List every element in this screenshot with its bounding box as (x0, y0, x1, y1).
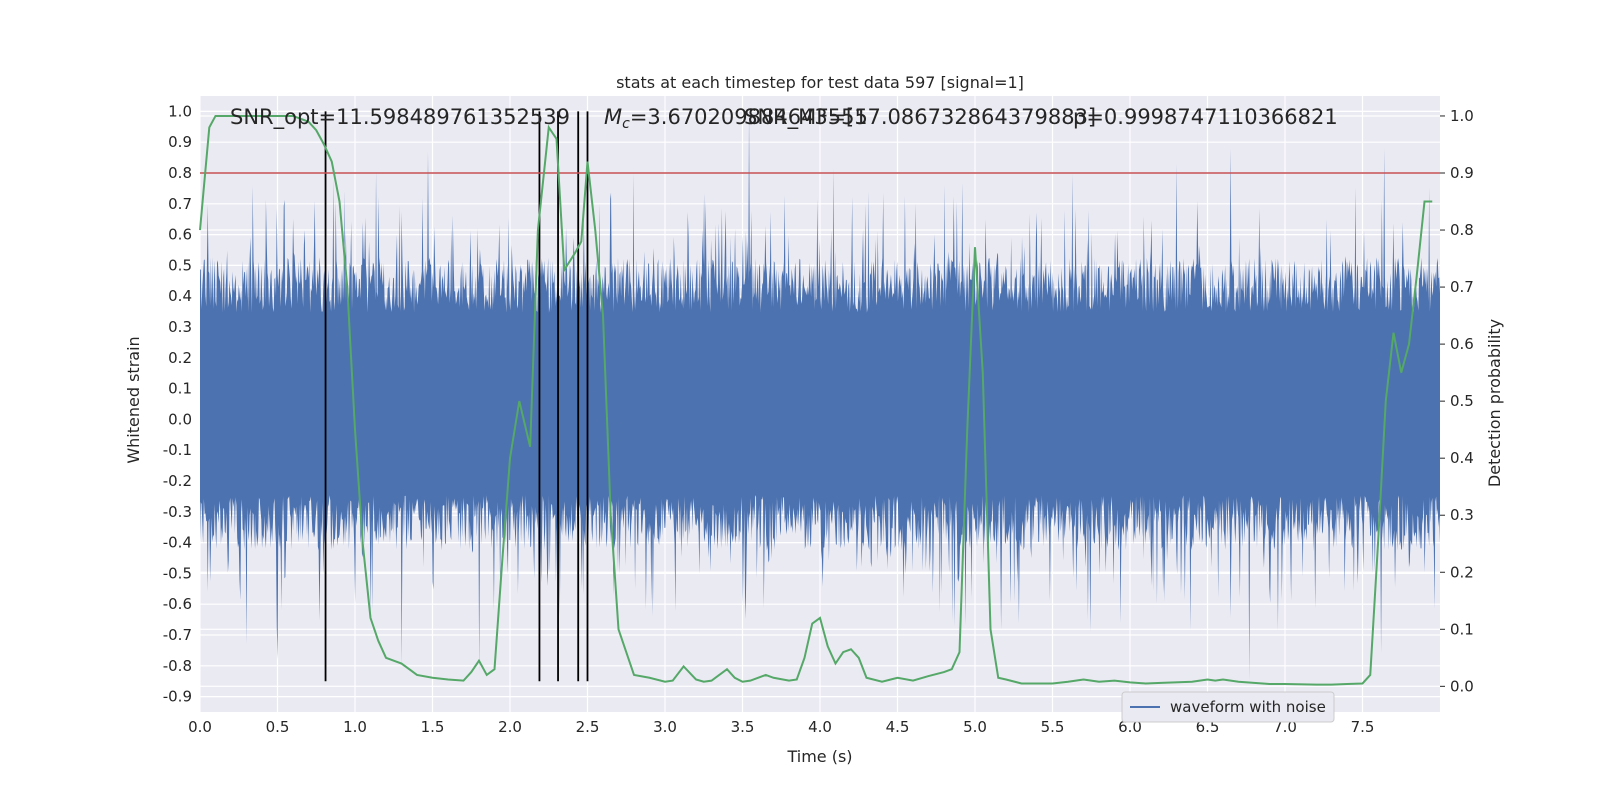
x-tick-label: 5.0 (963, 718, 987, 736)
y2-tick-label: 0.0 (1450, 677, 1474, 695)
chirp-mass-symbol: M (604, 105, 622, 129)
chirp-mass-subscript: c (622, 116, 630, 132)
x-tick-label: 7.5 (1351, 718, 1375, 736)
y-tick-label: 0.5 (168, 256, 192, 274)
x-tick-label: 3.5 (731, 718, 755, 736)
y-tick-label: -0.1 (163, 441, 192, 459)
y-tick-label: -0.7 (163, 626, 192, 644)
y-tick-label: -0.2 (163, 472, 192, 490)
y2-tick-label: 0.2 (1450, 563, 1474, 581)
y-tick-label: 1.0 (168, 102, 192, 120)
annotation-snr-mf: SNR_MF=[17.086732864379883] (744, 105, 1096, 130)
x-tick-label: 4.0 (808, 718, 832, 736)
y-tick-label: 0.3 (168, 318, 192, 336)
x-tick-label: 2.0 (498, 718, 522, 736)
y-tick-labels: 1.0 0.9 0.8 0.7 0.6 0.5 0.4 0.3 0.2 0.1 0.0 -0.1 -0.… (163, 102, 192, 705)
y-tick-label: 0.6 (168, 226, 192, 244)
y2-tick-labels: 1.0 0.9 0.8 0.7 0.6 0.5 0.4 0.3 0.2 0.1 0.0 (1440, 107, 1474, 695)
x-tick-label: 0.5 (266, 718, 290, 736)
y2-tick-label: 0.8 (1450, 221, 1474, 239)
x-tick-label: 0.0 (188, 718, 212, 736)
y2-tick-label: 0.3 (1450, 506, 1474, 524)
y-tick-label: 0.2 (168, 349, 192, 367)
y-tick-label: 0.7 (168, 195, 192, 213)
y2-tick-label: 0.7 (1450, 278, 1474, 296)
y2-axis-label: Detection probability (1485, 319, 1504, 487)
y-tick-label: -0.8 (163, 657, 192, 675)
y2-tick-label: 0.4 (1450, 449, 1474, 467)
y-tick-label: -0.4 (163, 534, 192, 552)
x-axis-label: Time (s) (786, 747, 852, 766)
y-tick-label: -0.9 (163, 688, 192, 706)
x-tick-label: 1.0 (343, 718, 367, 736)
x-tick-label: 2.5 (576, 718, 600, 736)
x-tick-label: 1.5 (421, 718, 445, 736)
legend-box (1121, 691, 1335, 723)
y2-tick-label: 0.1 (1450, 620, 1474, 638)
annotation-p-value: p=0.9998747110366821 (1073, 105, 1338, 129)
chirp-mass-value: =3.670209884643555 (630, 105, 868, 129)
annotation-chirp-mass: Mc=3.670209884643555 (604, 105, 868, 132)
x-tick-label: 4.5 (886, 718, 910, 736)
waveform-series (200, 111, 1440, 682)
y2-tick-label: 0.5 (1450, 392, 1474, 410)
x-tick-label: 3.0 (653, 718, 677, 736)
legend: waveform with noise (1121, 691, 1335, 723)
y-axis-label: Whitened strain (124, 336, 143, 463)
legend-entry-waveform: waveform with noise (1170, 698, 1326, 716)
y-tick-label: 0.9 (168, 133, 192, 151)
detection-probability-series (199, 114, 1433, 686)
y-tick-label: -0.6 (163, 595, 192, 613)
y2-tick-label: 0.9 (1450, 164, 1474, 182)
y2-tick-label: 0.6 (1450, 335, 1474, 353)
y2-tick-label: 1.0 (1450, 107, 1474, 125)
x-tick-label: 5.5 (1041, 718, 1065, 736)
y-tick-label: 0.4 (168, 287, 192, 305)
x-tick-labels: 0.0 0.5 1.0 1.5 2.0 2.5 3.0 3.5 4.0 4.5 5.0 5.5 6.0 6… (188, 718, 1374, 736)
y-tick-label: 0.1 (168, 380, 192, 398)
y-tick-label: 0.0 (168, 410, 192, 428)
y-tick-label: -0.5 (163, 564, 192, 582)
annotation-snr-opt: SNR_opt=11.598489761352539 (230, 105, 570, 130)
y-tick-label: 0.8 (168, 164, 192, 182)
y-tick-label: -0.3 (163, 503, 192, 521)
chart-title: stats at each timestep for test data 597… (616, 73, 1024, 92)
